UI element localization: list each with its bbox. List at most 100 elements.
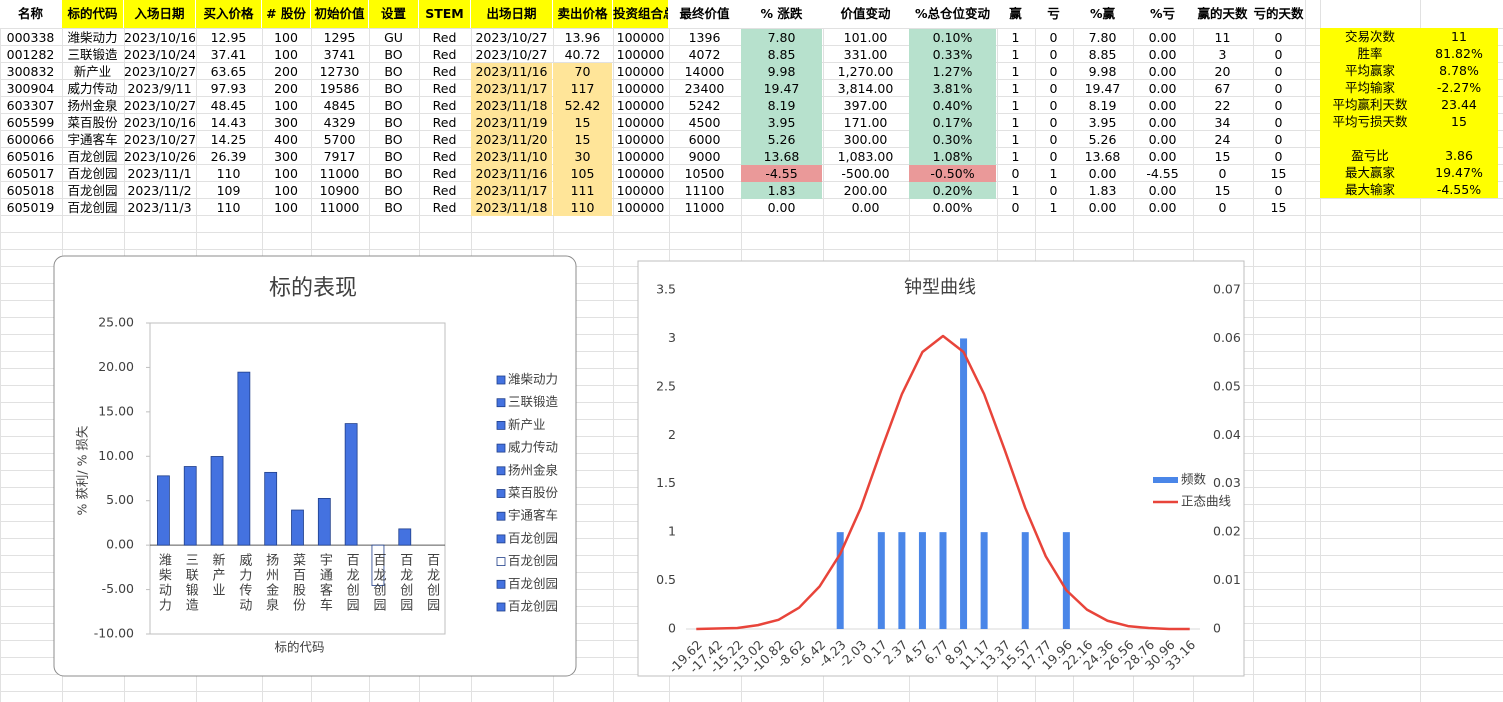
cell[interactable]: 15 bbox=[1270, 166, 1287, 181]
cell[interactable]: 100 bbox=[274, 47, 298, 62]
cell[interactable]: 2023/11/1 bbox=[127, 166, 192, 181]
cell[interactable]: 15 bbox=[553, 114, 612, 131]
cell[interactable]: 20 bbox=[1214, 64, 1231, 79]
cell[interactable]: 4845 bbox=[323, 98, 356, 113]
cell[interactable]: 0 bbox=[1274, 115, 1283, 130]
cell[interactable]: 1 bbox=[1011, 47, 1020, 62]
summary-label[interactable]: 盈亏比 bbox=[1351, 148, 1389, 163]
cell[interactable]: 0.00 bbox=[1148, 115, 1177, 130]
cell[interactable]: 0 bbox=[1274, 81, 1283, 96]
cell[interactable]: 0.00 bbox=[1148, 98, 1177, 113]
cell[interactable]: 14.43 bbox=[210, 115, 247, 130]
cell[interactable]: 潍柴动力 bbox=[67, 30, 118, 45]
cell[interactable]: 19.47 bbox=[741, 80, 822, 97]
cell[interactable]: 9000 bbox=[688, 149, 721, 164]
cell[interactable]: BO bbox=[384, 149, 403, 164]
cell[interactable]: 0.17% bbox=[909, 114, 996, 131]
cell[interactable]: 100 bbox=[274, 166, 298, 181]
cell[interactable]: 11000 bbox=[319, 166, 360, 181]
cell[interactable]: 12730 bbox=[319, 64, 360, 79]
cell[interactable]: 0 bbox=[1049, 81, 1058, 96]
column-header[interactable]: %赢 bbox=[1073, 0, 1132, 28]
cell[interactable]: 2023/9/11 bbox=[127, 81, 192, 96]
summary-label[interactable]: 平均赢利天数 bbox=[1332, 97, 1408, 112]
cell[interactable]: 100 bbox=[274, 200, 298, 215]
cell[interactable]: 0 bbox=[1274, 149, 1283, 164]
cell[interactable]: 110 bbox=[553, 199, 612, 216]
cell[interactable]: 百龙创园 bbox=[67, 183, 118, 198]
cell[interactable]: BO bbox=[384, 81, 403, 96]
cell[interactable]: 14000 bbox=[684, 64, 725, 79]
cell[interactable]: 40.72 bbox=[564, 47, 601, 62]
cell[interactable]: 22 bbox=[1214, 98, 1231, 113]
cell[interactable]: 0.00 bbox=[1148, 132, 1177, 147]
cell[interactable]: 3.95 bbox=[741, 114, 822, 131]
cell[interactable]: 0.00 bbox=[1148, 47, 1177, 62]
cell[interactable]: 100000 bbox=[616, 200, 665, 215]
column-header[interactable]: 卖出价格 bbox=[553, 0, 612, 28]
cell[interactable]: 100000 bbox=[616, 115, 665, 130]
cell[interactable]: 2023/11/19 bbox=[471, 114, 552, 131]
cell[interactable]: 117 bbox=[553, 80, 612, 97]
cell[interactable]: 1.27% bbox=[909, 63, 996, 80]
cell[interactable]: 1295 bbox=[323, 30, 356, 45]
column-header[interactable]: 投资组合总市值 bbox=[613, 0, 668, 28]
cell[interactable]: 0.00 bbox=[767, 200, 796, 215]
cell[interactable]: Red bbox=[432, 200, 457, 215]
cell[interactable]: 12.95 bbox=[210, 30, 247, 45]
cell[interactable]: 2023/10/27 bbox=[124, 132, 195, 147]
cell[interactable]: 13.96 bbox=[564, 30, 601, 45]
column-header[interactable]: 亏 bbox=[1035, 0, 1072, 28]
cell[interactable]: 10900 bbox=[319, 183, 360, 198]
cell[interactable]: 7.80 bbox=[1088, 30, 1117, 45]
cell[interactable]: 2023/11/17 bbox=[471, 182, 552, 199]
cell[interactable]: 397.00 bbox=[843, 98, 888, 113]
cell[interactable]: 百龙创园 bbox=[67, 149, 118, 164]
cell[interactable]: 0.00 bbox=[1088, 166, 1117, 181]
cell[interactable]: 2023/10/26 bbox=[124, 149, 195, 164]
cell[interactable]: 2023/10/27 bbox=[475, 47, 548, 62]
cell[interactable]: 0.00 bbox=[1148, 81, 1177, 96]
summary-value[interactable]: 8.78% bbox=[1439, 63, 1479, 78]
cell[interactable]: 15 bbox=[1214, 183, 1231, 198]
cell[interactable]: 1 bbox=[1011, 64, 1020, 79]
cell[interactable]: 0 bbox=[1049, 149, 1058, 164]
cell[interactable]: 0.00 bbox=[1148, 149, 1177, 164]
column-header[interactable]: 赢 bbox=[997, 0, 1034, 28]
cell[interactable]: 8.85 bbox=[1088, 47, 1117, 62]
cell[interactable]: 605599 bbox=[6, 115, 55, 130]
cell[interactable]: 1 bbox=[1049, 166, 1058, 181]
column-header[interactable]: % 涨跌 bbox=[741, 0, 822, 28]
cell[interactable]: Red bbox=[432, 98, 457, 113]
cell[interactable]: 603307 bbox=[6, 98, 55, 113]
cell[interactable]: 3.95 bbox=[1088, 115, 1117, 130]
cell[interactable]: 605016 bbox=[6, 149, 55, 164]
cell[interactable]: 605017 bbox=[6, 166, 55, 181]
cell[interactable]: 1,270.00 bbox=[837, 64, 894, 79]
column-header[interactable]: 最终价值 bbox=[669, 0, 740, 28]
cell[interactable]: 19.47 bbox=[1084, 81, 1121, 96]
cell[interactable]: 1 bbox=[1011, 81, 1020, 96]
cell[interactable]: 8.19 bbox=[741, 97, 822, 114]
cell[interactable]: 0 bbox=[1011, 166, 1020, 181]
cell[interactable]: 0 bbox=[1049, 64, 1058, 79]
cell[interactable]: 200 bbox=[274, 64, 298, 79]
cell[interactable]: 26.39 bbox=[210, 149, 247, 164]
cell[interactable]: 0 bbox=[1049, 115, 1058, 130]
cell[interactable]: 19586 bbox=[319, 81, 360, 96]
column-header[interactable]: 初始价值 bbox=[311, 0, 368, 28]
cell[interactable]: 331.00 bbox=[843, 47, 888, 62]
cell[interactable]: 100 bbox=[274, 30, 298, 45]
cell[interactable]: 新产业 bbox=[73, 64, 112, 79]
column-header[interactable]: 标的代码 bbox=[62, 0, 123, 28]
cell[interactable]: 63.65 bbox=[210, 64, 247, 79]
cell[interactable]: Red bbox=[432, 166, 457, 181]
cell[interactable]: 0.00 bbox=[1148, 64, 1177, 79]
cell[interactable]: 0.00 bbox=[1088, 200, 1117, 215]
column-header[interactable]: 买入价格 bbox=[196, 0, 261, 28]
cell[interactable]: 6000 bbox=[688, 132, 721, 147]
cell[interactable]: BO bbox=[384, 47, 403, 62]
cell[interactable]: 宇通客车 bbox=[67, 132, 118, 147]
cell[interactable]: 2023/10/27 bbox=[124, 64, 195, 79]
cell[interactable]: 0.20% bbox=[909, 182, 996, 199]
